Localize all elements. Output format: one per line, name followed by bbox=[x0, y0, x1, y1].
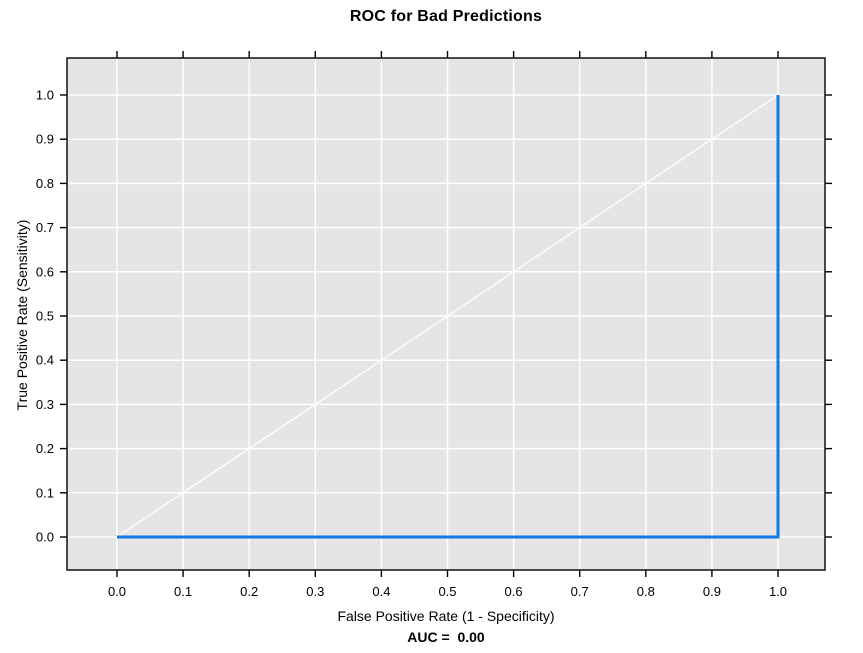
x-tick-label: 0.1 bbox=[174, 584, 192, 599]
x-tick-label: 0.8 bbox=[637, 584, 655, 599]
y-tick-label: 0.5 bbox=[36, 309, 54, 324]
x-tick-label: 0.2 bbox=[240, 584, 258, 599]
y-tick-label: 0.7 bbox=[36, 220, 54, 235]
x-tick-label: 0.5 bbox=[438, 584, 456, 599]
y-tick-label: 1.0 bbox=[36, 88, 54, 103]
chart-title: ROC for Bad Predictions bbox=[349, 8, 543, 25]
y-tick-label: 0.3 bbox=[36, 397, 54, 412]
y-tick-label: 0.2 bbox=[36, 441, 54, 456]
x-tick-label: 1.0 bbox=[769, 584, 787, 599]
y-tick-label: 0.6 bbox=[36, 264, 54, 279]
x-tick-label: 0.4 bbox=[372, 584, 390, 599]
y-axis-title: True Positive Rate (Sensitivity) bbox=[14, 219, 30, 411]
x-tick-label: 0.7 bbox=[571, 584, 589, 599]
x-tick-label: 0.0 bbox=[108, 584, 126, 599]
y-tick-label: 0.0 bbox=[36, 530, 54, 545]
chance-reference-line-line bbox=[116, 94, 779, 538]
x-tick-label: 0.3 bbox=[306, 584, 324, 599]
y-tick-label: 0.4 bbox=[36, 353, 54, 368]
x-tick-label: 0.6 bbox=[505, 584, 523, 599]
y-tick-label: 0.9 bbox=[36, 132, 54, 147]
plot-box-border bbox=[66, 57, 826, 571]
plot-panel-background bbox=[67, 58, 825, 570]
x-tick-label: 0.9 bbox=[703, 584, 721, 599]
roc-curve-line bbox=[117, 95, 780, 539]
y-tick-label: 0.1 bbox=[36, 485, 54, 500]
x-axis-title: False Positive Rate (1 - Specificity) bbox=[337, 608, 555, 624]
auc-annotation: AUC = 0.00 bbox=[407, 629, 485, 645]
y-tick-label: 0.8 bbox=[36, 176, 54, 191]
